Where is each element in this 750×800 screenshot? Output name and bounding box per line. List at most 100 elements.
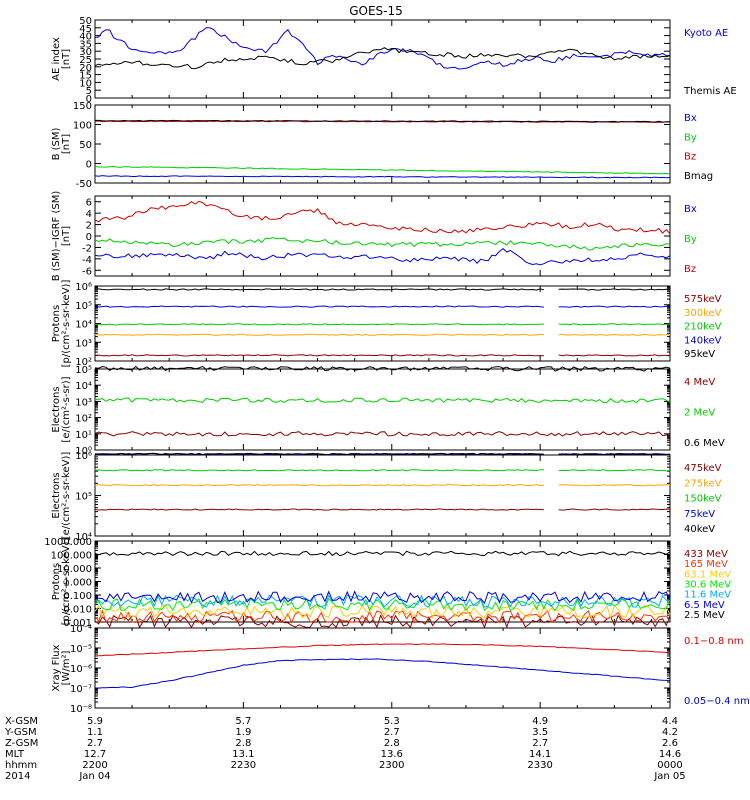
y-axis-label: [W/m²] bbox=[61, 650, 72, 685]
y-tick-label: 10² bbox=[75, 414, 92, 425]
y-axis-label: [nT] bbox=[61, 134, 72, 154]
legend-label: 2.5 MeV bbox=[684, 610, 725, 621]
ephemeris-value: 2.7 bbox=[532, 738, 548, 749]
y-tick-label: 10¹ bbox=[75, 430, 92, 441]
series-line-electrons_high-2 bbox=[94, 365, 671, 372]
y-tick-label: 100.000 bbox=[51, 551, 92, 562]
series-line-electrons_low-2 bbox=[94, 469, 671, 472]
legend-label: 11.6 MeV bbox=[684, 590, 731, 601]
y-axis-label: Xray Flux bbox=[51, 644, 62, 691]
series-line-bsm-0 bbox=[94, 175, 671, 179]
legend-label: 0.05−0.4 nm bbox=[684, 696, 750, 707]
y-tick-label: 0.010 bbox=[63, 605, 92, 616]
panel-frame bbox=[94, 454, 671, 537]
legend-label: Bz bbox=[684, 152, 696, 163]
legend-label: 75keV bbox=[684, 509, 715, 520]
ephemeris-value: 2.8 bbox=[384, 738, 400, 749]
ephemeris-value: 5.9 bbox=[87, 716, 103, 727]
legend-label: 140keV bbox=[684, 335, 722, 346]
legend-label: 575keV bbox=[684, 294, 722, 305]
series-line-bigrf-0 bbox=[94, 248, 671, 266]
panel-protons_low: 10² 10³ 10⁴ 10⁵ 10⁶ Protons [p/(cm²-s-sr-keV)]… bbox=[51, 280, 722, 368]
y-tick-label: 45 bbox=[79, 24, 92, 35]
series-line-protons_low-0 bbox=[94, 354, 671, 357]
series-line-protons_high-5 bbox=[94, 590, 671, 605]
y-axis-label: AE index bbox=[51, 37, 62, 81]
y-tick-label: 15 bbox=[79, 71, 92, 82]
panel-frame bbox=[94, 368, 671, 451]
y-tick-label: 6 bbox=[86, 198, 92, 209]
y-tick-label: 0.001 bbox=[63, 618, 92, 629]
ephemeris-value: 1.1 bbox=[87, 727, 103, 738]
series-line-protons_low-4 bbox=[94, 288, 671, 291]
panel-electrons_low: 10⁴ 10⁵ 10⁶ Electrons [e/(cm²-s-sr-keV)] 475k… bbox=[51, 451, 722, 543]
y-axis-label: Electrons bbox=[51, 472, 62, 518]
ephemeris-value: 13.6 bbox=[381, 749, 403, 760]
series-line-ae-1 bbox=[94, 47, 671, 70]
y-tick-label: 40 bbox=[79, 32, 92, 43]
y-tick-label: 10⁴ bbox=[75, 532, 92, 543]
legend-label: 150keV bbox=[684, 494, 722, 505]
panel-electrons_high: 10⁰ 10¹ 10² 10³ 10⁴ 10⁵ Electrons [e/(cm²-s-sr)… bbox=[51, 365, 725, 457]
y-tick-label: 30 bbox=[79, 47, 92, 58]
y-tick-label: 20 bbox=[79, 63, 92, 74]
panel-protons_high: 0.001 0.010 0.100 1.000 10.000 100.000 1000.00… bbox=[44, 537, 731, 629]
legend-label: 275keV bbox=[684, 478, 722, 489]
series-line-protons_high-1 bbox=[94, 609, 671, 625]
y-tick-label: 150 bbox=[73, 101, 92, 112]
y-tick-label: 10⁴ bbox=[75, 320, 92, 331]
y-tick-label: 10⁵ bbox=[75, 301, 92, 312]
legend-label: Bx bbox=[684, 204, 697, 215]
panel-xray: 10⁻⁸ 10⁻⁷ 10⁻⁶ 10⁻⁵ 10⁻⁴ Xray Flux [W/m²] 0.1−0… bbox=[51, 624, 750, 715]
panel-frame bbox=[94, 627, 671, 709]
series-line-xray-0 bbox=[94, 643, 671, 657]
ephemeris-value: 2330 bbox=[527, 760, 552, 771]
legend-label: 63.1 MeV bbox=[684, 569, 731, 580]
series-line-protons_high-0 bbox=[94, 614, 671, 629]
legend-label: 165 MeV bbox=[684, 559, 728, 570]
series-line-electrons_low-0 bbox=[94, 508, 671, 511]
y-axis-label: B (SM)−IGRF (SM) bbox=[51, 191, 62, 282]
legend-label: 210keV bbox=[684, 322, 722, 333]
ephemeris-value: 2.8 bbox=[235, 738, 251, 749]
legend-label: 0.6 MeV bbox=[684, 438, 725, 449]
y-tick-label: 10² bbox=[75, 357, 92, 368]
legend-label: Bmag bbox=[684, 171, 713, 182]
y-tick-label: -6 bbox=[82, 266, 92, 277]
legend-label: 4 MeV bbox=[684, 377, 715, 388]
y-axis-label: Protons bbox=[51, 563, 62, 600]
y-tick-label: 10⁴ bbox=[75, 381, 92, 392]
y-tick-label: -2 bbox=[82, 243, 92, 254]
series-line-ae-0 bbox=[94, 27, 671, 70]
ephemeris-value: 14.6 bbox=[659, 749, 681, 760]
y-tick-label: 0.100 bbox=[63, 591, 92, 602]
ephemeris-row-label: X-GSM bbox=[5, 716, 38, 727]
y-tick-label: 35 bbox=[79, 39, 92, 50]
legend-label: 2 MeV bbox=[684, 408, 715, 419]
ephemeris-value: 2.6 bbox=[662, 738, 678, 749]
series-line-bigrf-2 bbox=[94, 200, 671, 234]
y-tick-label: 10⁶ bbox=[75, 451, 92, 462]
y-tick-label: 2 bbox=[86, 221, 92, 232]
y-axis-label: [e/(cm²-s-sr)] bbox=[61, 376, 72, 442]
ephemeris-value: 4.2 bbox=[662, 727, 678, 738]
ephemeris-value: 4.4 bbox=[662, 716, 678, 727]
legend-label: 300keV bbox=[684, 308, 722, 319]
y-tick-label: 10⁻⁴ bbox=[70, 624, 92, 635]
ephemeris-value: 2230 bbox=[231, 760, 256, 771]
ephemeris-row-label: hhmm bbox=[5, 760, 37, 771]
y-tick-label: 4 bbox=[86, 209, 92, 220]
ephemeris-value: Jan 05 bbox=[653, 771, 685, 782]
y-tick-label: 0 bbox=[86, 94, 92, 105]
ephemeris-value: 2300 bbox=[379, 760, 404, 771]
ephemeris-row-label: MLT bbox=[5, 749, 25, 760]
ephemeris-value: 4.9 bbox=[532, 716, 548, 727]
y-tick-label: 10 bbox=[79, 78, 92, 89]
series-line-protons_high-6 bbox=[94, 550, 671, 557]
panel-frame bbox=[94, 195, 671, 277]
legend-label: 95keV bbox=[684, 349, 715, 360]
panel-frame bbox=[94, 19, 671, 99]
y-tick-label: 1000.000 bbox=[44, 537, 92, 548]
y-axis-label: [p/(cm²-s-sr-keV)] bbox=[61, 280, 72, 368]
